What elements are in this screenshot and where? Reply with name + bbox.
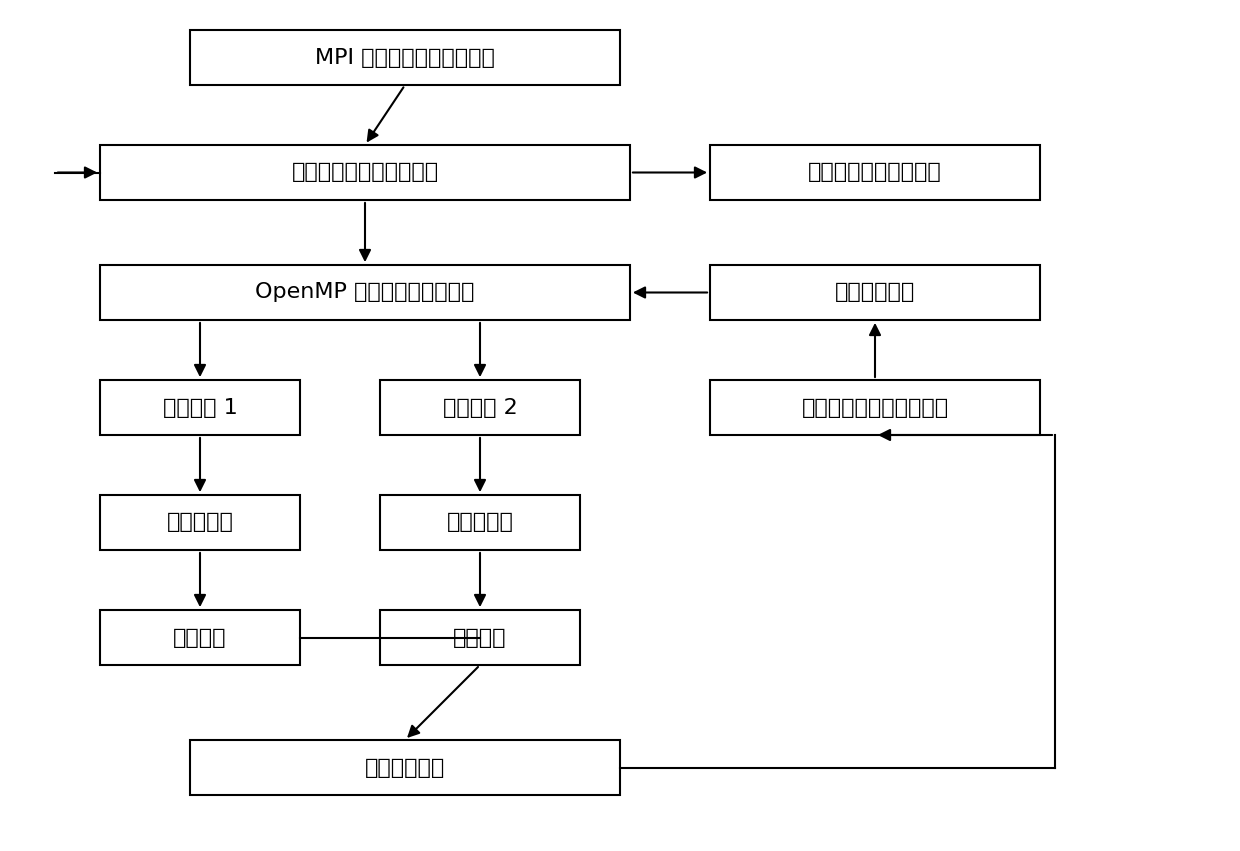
Bar bbox=[100, 610, 300, 665]
Text: 数据并行: 数据并行 bbox=[174, 627, 227, 648]
Bar bbox=[100, 495, 300, 550]
Bar bbox=[100, 265, 630, 320]
Text: 数据并行: 数据并行 bbox=[454, 627, 507, 648]
Bar bbox=[379, 380, 580, 435]
Text: 计算顺序 1: 计算顺序 1 bbox=[162, 397, 237, 418]
Text: 完成所有炮点计算结束: 完成所有炮点计算结束 bbox=[808, 163, 942, 182]
Text: 返回时间循环: 返回时间循环 bbox=[835, 283, 915, 302]
Text: OpenMP 节点内数据分流并行: OpenMP 节点内数据分流并行 bbox=[255, 283, 475, 302]
Bar bbox=[100, 380, 300, 435]
Text: 计算顺序 2: 计算顺序 2 bbox=[443, 397, 517, 418]
Bar bbox=[190, 740, 620, 795]
Bar bbox=[379, 610, 580, 665]
Bar bbox=[190, 30, 620, 85]
Text: MPI 依节点数规划多炮并行: MPI 依节点数规划多炮并行 bbox=[315, 48, 495, 67]
Text: 炮点按分配节点依次计算: 炮点按分配节点依次计算 bbox=[291, 163, 439, 182]
Text: 数据一维化: 数据一维化 bbox=[166, 512, 233, 533]
Bar bbox=[711, 265, 1040, 320]
Bar bbox=[100, 145, 630, 200]
Text: 波场记录、地震记录输出: 波场记录、地震记录输出 bbox=[801, 397, 949, 418]
Text: 波场数据导出: 波场数据导出 bbox=[365, 757, 445, 778]
Text: 数据一维化: 数据一维化 bbox=[446, 512, 513, 533]
Bar bbox=[711, 145, 1040, 200]
Bar bbox=[711, 380, 1040, 435]
Bar bbox=[379, 495, 580, 550]
